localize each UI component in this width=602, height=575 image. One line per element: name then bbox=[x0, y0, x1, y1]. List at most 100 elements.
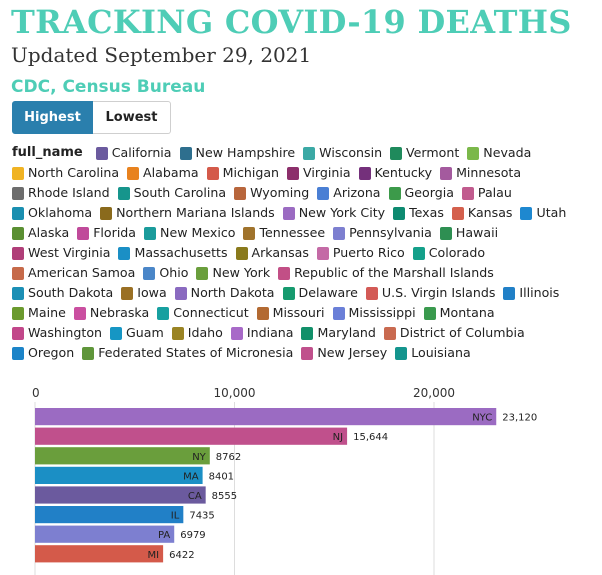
legend-label: West Virginia bbox=[28, 245, 111, 260]
legend-label: North Carolina bbox=[28, 165, 120, 180]
legend-item: South Carolina bbox=[117, 183, 226, 203]
bar-ny bbox=[35, 447, 210, 465]
bar-nj bbox=[35, 427, 348, 445]
legend-swatch bbox=[383, 326, 396, 340]
legend-item: Northern Mariana Islands bbox=[100, 203, 275, 223]
x-tick-label: 10,000 bbox=[214, 386, 256, 400]
legend-swatch bbox=[157, 306, 170, 320]
legend-swatch bbox=[12, 186, 24, 200]
legend-swatch bbox=[451, 206, 464, 220]
legend-swatch bbox=[127, 166, 140, 180]
legend-swatch bbox=[393, 206, 406, 220]
bar-label: IL bbox=[171, 511, 180, 522]
legend-label: Texas bbox=[409, 205, 444, 220]
legend-swatch bbox=[196, 266, 209, 280]
sort-toggle: Highest Lowest bbox=[12, 101, 171, 134]
legend-item: U.S. Virgin Islands bbox=[365, 283, 495, 303]
legend-swatch bbox=[243, 226, 256, 240]
bar-value-label: 23,120 bbox=[502, 413, 537, 424]
legend-label: South Dakota bbox=[28, 285, 114, 300]
legend-swatch bbox=[12, 246, 24, 260]
legend-label: Wisconsin bbox=[319, 145, 383, 160]
legend-item: Indiana bbox=[230, 323, 293, 343]
legend-swatch bbox=[390, 146, 403, 160]
legend-swatch bbox=[303, 146, 316, 160]
bar-ma bbox=[35, 466, 203, 484]
legend-item: West Virginia bbox=[12, 243, 110, 263]
legend-item: Vermont bbox=[390, 143, 459, 163]
legend-item: New Jersey bbox=[301, 343, 387, 363]
legend-label: New York bbox=[212, 265, 271, 280]
legend-item: District of Columbia bbox=[383, 323, 525, 343]
x-tick-label: 20,000 bbox=[413, 386, 455, 400]
legend-swatch bbox=[179, 146, 192, 160]
legend-swatch bbox=[77, 226, 90, 240]
bar-value-label: 7435 bbox=[189, 511, 214, 522]
legend-swatch bbox=[365, 286, 378, 300]
legend-item: Connecticut bbox=[157, 303, 249, 323]
legend-item: Pennsylvania bbox=[333, 223, 432, 243]
legend-label: Kentucky bbox=[374, 165, 433, 180]
legend-swatch bbox=[317, 186, 330, 200]
lowest-button[interactable]: Lowest bbox=[93, 101, 171, 134]
legend-swatch bbox=[235, 246, 248, 260]
legend-label: Mississippi bbox=[348, 305, 416, 320]
legend-swatch bbox=[412, 246, 425, 260]
legend-label: Iowa bbox=[137, 285, 167, 300]
legend-label: Arkansas bbox=[251, 245, 309, 260]
legend-swatch bbox=[287, 166, 300, 180]
bar-il bbox=[35, 506, 184, 524]
legend-swatch bbox=[461, 186, 474, 200]
bar-value-label: 8555 bbox=[212, 491, 237, 502]
legend-item: Colorado bbox=[412, 243, 486, 263]
bar-value-label: 15,644 bbox=[353, 432, 388, 443]
legend-label: Florida bbox=[93, 225, 137, 240]
legend-label: Massachusetts bbox=[134, 245, 228, 260]
legend-swatch bbox=[520, 206, 533, 220]
highest-button[interactable]: Highest bbox=[12, 101, 93, 134]
legend-item: Louisiana bbox=[395, 343, 471, 363]
bar-label: NYC bbox=[472, 413, 492, 424]
legend-label: District of Columbia bbox=[399, 325, 525, 340]
legend-item: Michigan bbox=[206, 163, 279, 183]
bar-label: MA bbox=[183, 471, 199, 482]
legend-swatch bbox=[301, 326, 314, 340]
legend-item: Texas bbox=[393, 203, 444, 223]
legend-swatch bbox=[278, 266, 291, 280]
legend-item: Washington bbox=[12, 323, 102, 343]
legend-label: Palau bbox=[477, 185, 512, 200]
legend-item: Maine bbox=[12, 303, 66, 323]
legend-label: Georgia bbox=[404, 185, 454, 200]
legend-item: Guam bbox=[110, 323, 164, 343]
legend-label: Northern Mariana Islands bbox=[116, 205, 275, 220]
legend-item: Hawaii bbox=[439, 223, 498, 243]
legend-swatch bbox=[12, 266, 24, 280]
legend-swatch bbox=[12, 346, 24, 360]
legend-swatch bbox=[206, 166, 219, 180]
legend-swatch bbox=[12, 326, 24, 340]
legend-item: Idaho bbox=[171, 323, 223, 343]
bar-label: NY bbox=[192, 452, 206, 463]
legend-swatch bbox=[282, 286, 295, 300]
legend-label: Arizona bbox=[333, 185, 381, 200]
bar-ca bbox=[35, 486, 206, 504]
legend-label: Vermont bbox=[406, 145, 460, 160]
legend-swatch bbox=[332, 306, 345, 320]
legend-label: North Dakota bbox=[190, 285, 275, 300]
legend-swatch bbox=[73, 306, 86, 320]
legend-label: Colorado bbox=[428, 245, 486, 260]
legend-label: Federated States of Micronesia bbox=[98, 345, 294, 360]
legend-label: Tennessee bbox=[259, 225, 326, 240]
legend-item: Tennessee bbox=[243, 223, 325, 243]
legend-title: full_name bbox=[12, 145, 83, 160]
legend-swatch bbox=[171, 326, 184, 340]
data-source: CDC, Census Bureau bbox=[11, 77, 206, 97]
legend-label: Washington bbox=[28, 325, 103, 340]
legend-item: Rhode Island bbox=[12, 183, 110, 203]
legend-item: American Samoa bbox=[12, 263, 135, 283]
legend-swatch bbox=[358, 166, 371, 180]
legend-label: Pennsylvania bbox=[349, 225, 432, 240]
bar-mi bbox=[35, 545, 164, 563]
legend-label: Utah bbox=[536, 205, 567, 220]
legend-item: Arkansas bbox=[235, 243, 309, 263]
